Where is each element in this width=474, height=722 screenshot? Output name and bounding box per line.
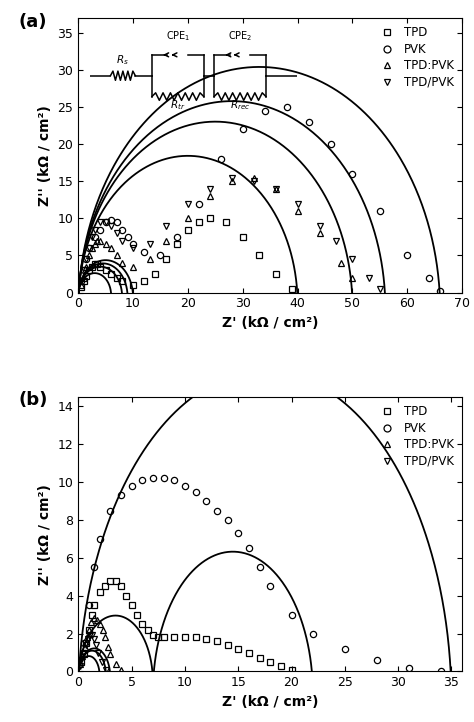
X-axis label: Z' (kΩ / cm²): Z' (kΩ / cm²) [222,316,319,330]
Legend: TPD, PVK, TPD:PVK, TPD/PVK: TPD, PVK, TPD:PVK, TPD/PVK [373,24,456,91]
Legend: TPD, PVK, TPD:PVK, TPD/PVK: TPD, PVK, TPD:PVK, TPD/PVK [373,403,456,470]
Text: (b): (b) [18,391,48,409]
Y-axis label: Z'' (kΩ / cm²): Z'' (kΩ / cm²) [38,484,52,585]
X-axis label: Z' (kΩ / cm²): Z' (kΩ / cm²) [222,695,319,709]
Y-axis label: Z'' (kΩ / cm²): Z'' (kΩ / cm²) [38,105,52,206]
Text: (a): (a) [18,12,47,30]
